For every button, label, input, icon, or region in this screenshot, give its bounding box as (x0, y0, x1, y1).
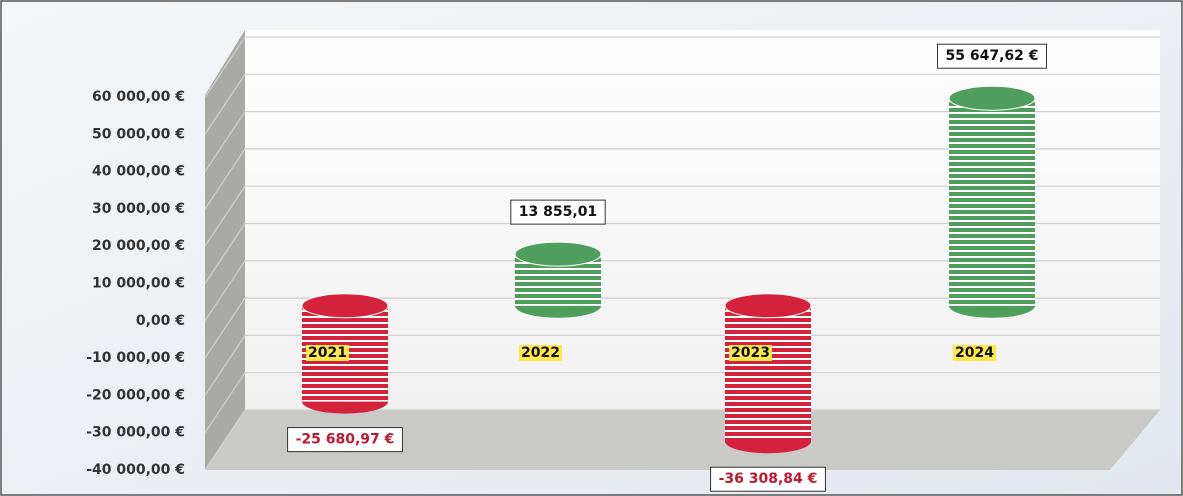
grid-line (204, 260, 1160, 322)
x-tick-label: 2021 (308, 345, 347, 361)
y-tick-label: 30 000,00 € (92, 201, 185, 217)
bar-top (724, 293, 812, 319)
grid-segment (204, 372, 1160, 434)
data-label: -36 308,84 € (719, 471, 818, 487)
bar-top (514, 241, 602, 267)
bar (514, 241, 602, 318)
grid-segment (204, 334, 1160, 396)
x-tick-highlight (729, 345, 772, 361)
x-tick-highlight (953, 345, 997, 361)
bar-body (725, 305, 811, 442)
data-label: -25 680,97 € (296, 432, 395, 448)
x-tick-highlight (519, 345, 562, 361)
grid-line (204, 409, 1160, 471)
grid-line (204, 73, 1160, 135)
y-tick-label: -20 000,00 € (86, 387, 185, 403)
data-label-box (710, 466, 826, 492)
grid-line (204, 110, 1160, 172)
grid-line (204, 36, 1160, 98)
bar (948, 85, 1036, 318)
grid-segment (204, 409, 1160, 471)
grid-segment (204, 297, 1160, 359)
y-tick-label: 0,00 € (136, 313, 185, 329)
data-label-box (287, 427, 403, 453)
y-tick-label: 20 000,00 € (92, 238, 185, 254)
grid-segment (204, 260, 1160, 322)
y-tick-label: -10 000,00 € (86, 350, 185, 366)
grid-line (204, 222, 1160, 284)
data-label: 55 647,62 € (946, 48, 1039, 64)
data-label: 13 855,01 (519, 204, 597, 220)
bar-top (301, 293, 389, 319)
x-tick-label: 2023 (731, 345, 770, 361)
y-tick-label: 40 000,00 € (92, 164, 185, 180)
floor (205, 410, 1160, 470)
y-tick-label: 50 000,00 € (92, 126, 185, 142)
grid-segment (204, 36, 1160, 98)
grid-line (204, 297, 1160, 359)
y-tick-label: 10 000,00 € (92, 276, 185, 292)
x-tick-label: 2022 (521, 345, 560, 361)
x-tick-label: 2024 (955, 345, 994, 361)
grid-line (204, 334, 1160, 396)
grid-line (204, 185, 1160, 247)
grid-segment (204, 185, 1160, 247)
grid-line (204, 372, 1160, 434)
data-label-box (937, 43, 1047, 69)
y-tick-label: -40 000,00 € (86, 462, 185, 478)
grid-line (204, 148, 1160, 210)
bar (724, 293, 812, 454)
side-wall (205, 30, 245, 470)
bar-body (949, 98, 1035, 306)
bar-top (948, 85, 1036, 111)
y-tick-label: -30 000,00 € (86, 425, 185, 441)
grid-segment (204, 110, 1160, 172)
y-tick-label: 60 000,00 € (92, 89, 185, 105)
back-wall (245, 30, 1160, 410)
x-tick-highlight (306, 345, 349, 361)
data-label-box (510, 199, 606, 225)
grid-segment (204, 73, 1160, 135)
grid-segment (204, 148, 1160, 210)
grid-segment (204, 222, 1160, 284)
